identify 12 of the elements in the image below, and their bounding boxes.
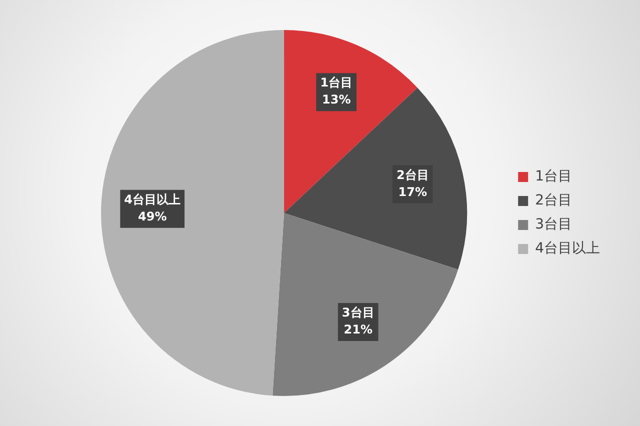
data-label: 13%: [322, 92, 351, 107]
legend-label: 4台目以上: [535, 240, 600, 257]
slice-label: 1台目: [320, 76, 353, 90]
data-label: 49%: [138, 209, 167, 224]
legend-label: 3台目: [535, 216, 572, 233]
data-label: 21%: [344, 322, 372, 337]
legend-label: 1台目: [535, 168, 572, 185]
legend-label: 2台目: [535, 192, 572, 209]
data-label: 17%: [398, 184, 427, 199]
slice-label: 4台目以上: [124, 192, 181, 206]
slice-label: 3台目: [342, 306, 374, 320]
slice-label: 2台目: [396, 168, 429, 182]
